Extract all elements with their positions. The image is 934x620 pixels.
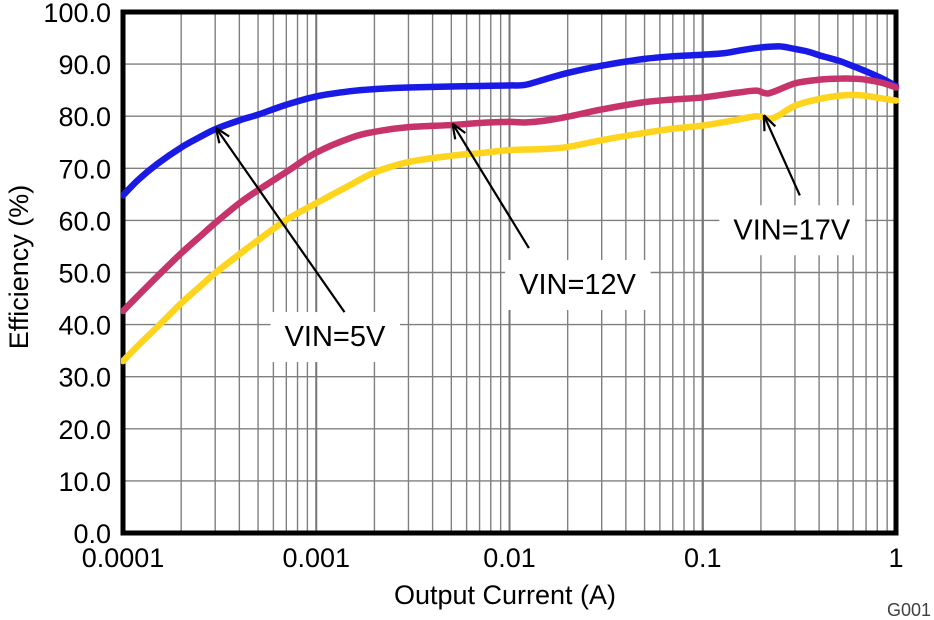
arrow-head [451,123,457,140]
annotation-arrow-vin-5v [214,126,346,313]
annotation-vin-5v: VIN=5V [214,126,401,363]
y-axis-title: Efficiency (%) [4,185,34,350]
annotation-box-vin-5v [270,312,401,363]
y-tick-label: 0.0 [73,519,111,549]
annotation-text-vin-5v: VIN=5V [285,321,386,353]
x-tick-label: 0.01 [483,543,536,573]
arrow-shaft [451,122,530,249]
y-tick-label: 80.0 [58,102,111,132]
y-tick-label: 10.0 [58,467,111,497]
plot-frame [120,9,899,536]
curve-vin-12v [121,75,900,315]
annotation-text-vin-17v: VIN=17V [733,214,851,246]
x-tick-label: 1 [888,543,903,573]
y-tick-label: 60.0 [58,206,111,236]
y-tick-label: 100.0 [43,0,111,28]
annotation-arrow-vin-12v [451,122,530,249]
arrow-head [762,115,766,132]
annotation-vin-12v: VIN=12V [451,122,651,310]
curves [121,43,900,365]
arrow-head [214,127,221,144]
y-tick-label: 20.0 [58,415,111,445]
watermark-code: G001 [887,600,931,620]
x-tick-label: 0.001 [282,543,350,573]
y-tick-label: 50.0 [58,259,111,289]
gridlines [123,12,896,533]
arrow-shaft [762,114,801,196]
y-tick-label: 40.0 [58,311,111,341]
arrow-head [763,114,777,128]
annotation-box-vin-17v [719,205,865,256]
annotation-text-vin-12v: VIN=12V [519,269,637,301]
curve-vin-17v [121,91,900,365]
arrow-head [215,126,230,138]
y-tick-label: 70.0 [58,154,111,184]
arrow-shaft [214,127,346,313]
tick-labels: 0.010.020.030.040.050.060.070.080.090.01… [43,0,903,573]
x-tick-label: 0.1 [684,543,722,573]
y-tick-label: 90.0 [58,50,111,80]
x-tick-label: 0.0001 [82,543,165,573]
y-tick-label: 30.0 [58,363,111,393]
annotation-box-vin-12v [505,259,651,310]
arrow-head [451,122,466,134]
annotation-vin-17v: VIN=17V [719,114,865,256]
annotation-arrow-vin-17v [762,114,801,196]
x-axis-title: Output Current (A) [394,580,616,610]
annotations: VIN=5V VIN=12V VIN=17V [214,114,865,363]
curve-vin-5v [121,43,900,199]
